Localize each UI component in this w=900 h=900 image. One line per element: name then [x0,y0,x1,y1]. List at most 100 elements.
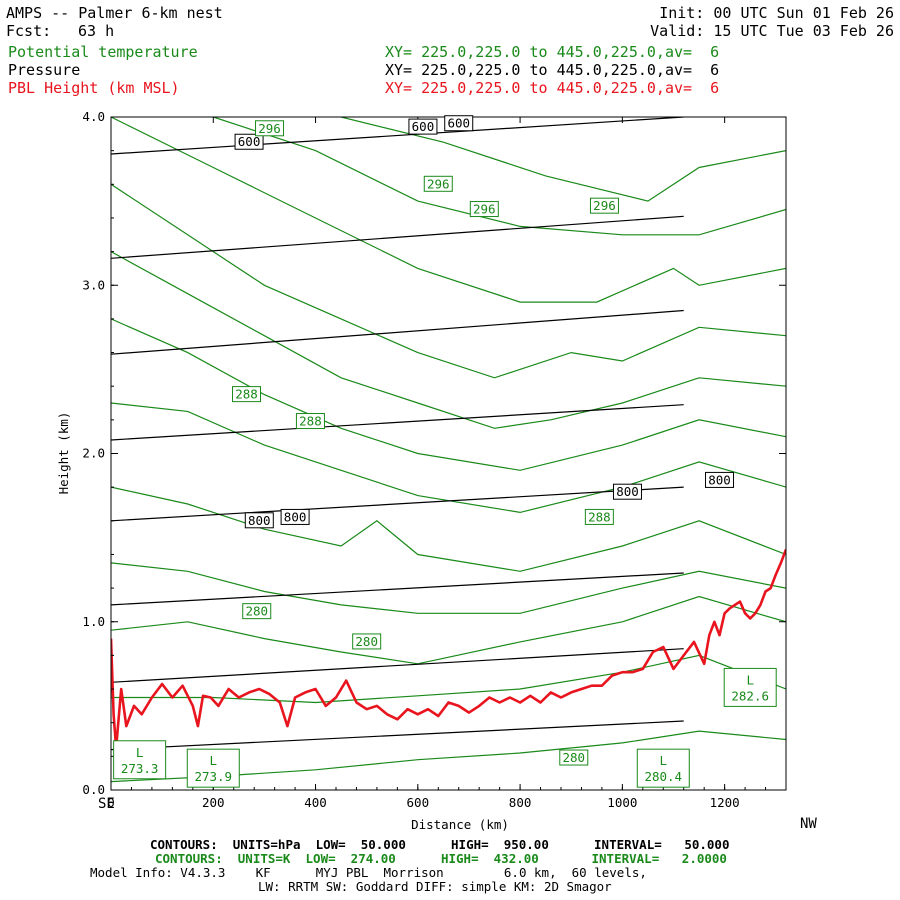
isobar-6 [111,215,684,259]
y-axis-label: Height (km) [56,412,71,495]
footer-theta-contours: CONTOURS: UNITS=K LOW= 274.00 HIGH= 432.… [155,851,727,866]
pbl-height-series [111,548,786,750]
pressure-contours [111,117,684,751]
init-time: Init: 00 UTC Sun 01 Feb 26 [659,4,894,22]
forecast-hour: 63 h [78,22,115,40]
legend-pbl-name: PBL Height (km MSL) [8,79,180,97]
isobar-3 [111,486,684,522]
legend-pressure-name: Pressure [8,61,81,79]
x-tick-label: 800 [509,795,532,810]
theta-label-text: 288 [235,387,258,402]
pressure-label: 600 [408,118,438,135]
theta-contours [111,117,786,783]
pressure-label-text: 800 [616,484,639,499]
theta-label: 296 [255,120,285,137]
theta-contour-11 [340,117,786,202]
theta-contour-4 [111,486,786,572]
low-letter: L [210,753,218,768]
x-tick-label: 1200 [710,795,740,810]
low-value: 273.9 [194,769,232,784]
pbl-height-line [111,548,786,750]
theta-label-text: 280 [355,634,378,649]
theta-contour-7 [111,251,786,429]
low-letter: L [136,745,144,760]
isobar-4 [111,404,684,441]
theta-contour-10 [213,117,786,236]
theta-label: 288 [295,413,325,430]
theta-label: 296 [423,175,453,192]
x-tick-label: 0 [107,795,115,810]
theta-contour-1 [111,654,786,704]
pressure-label: 800 [244,512,274,529]
pressure-label-text: 800 [708,472,731,487]
x-tick-label: 400 [304,795,327,810]
x-axis-label: Distance (km) [411,817,509,832]
contour-labels: 600 600 600 800 800 800 800 296 296 296 296 288 288 2… [113,115,777,788]
pressure-label: 800 [280,508,310,525]
theta-label-text: 288 [299,414,322,429]
low-letter: L [746,672,754,687]
low-letter: L [660,753,668,768]
theta-label: 288 [232,386,262,403]
pressure-label-text: 600 [447,116,470,131]
plot-frame [110,116,787,791]
low-value: 280.4 [644,769,682,784]
theta-label-text: 296 [258,121,281,136]
x-tick-label: 600 [407,795,430,810]
theta-label-text: 280 [245,604,268,619]
theta-label-text: 280 [562,750,585,765]
footer-pressure-contours: CONTOURS: UNITS=hPa LOW= 50.000 HIGH= 95… [150,837,730,852]
theta-contour-3 [111,562,786,614]
theta-label-text: 296 [473,202,496,217]
axes: 0 200 400 600 800 1000 1200 0.0 1.0 2.0 3.0 4.0 [82,109,787,810]
theta-contour-8 [111,183,786,379]
theta-label: 288 [584,508,614,525]
legend-pbl-xy: XY= 225.0,225.0 to 445.0,225.0,av= 6 [385,79,720,97]
theta-contour-9 [111,117,786,303]
pressure-label: 600 [234,133,264,150]
theta-contour-6 [111,318,786,471]
legend-pressure-xy: XY= 225.0,225.0 to 445.0,225.0,av= 6 [385,61,720,79]
theta-label-text: 296 [427,176,450,191]
footer-physics: LW: RRTM SW: Goddard DIFF: simple KM: 2D… [258,879,612,894]
theta-label: 296 [589,197,619,214]
isobar-0 [111,720,684,751]
isobar-5 [111,309,684,355]
footer-model-info: Model Info: V4.3.3 KF MYJ PBL Morrison 6… [90,865,647,880]
isobar-1 [111,648,684,683]
theta-label: 296 [469,201,499,218]
isobar-2 [111,572,684,606]
isobar-7 [111,117,684,155]
legend-theta-name: Potential temperature [8,43,198,61]
pressure-label-text: 600 [412,119,435,134]
theta-label: 280 [352,633,382,650]
y-tick-label: 3.0 [82,277,105,292]
pressure-label-text: 600 [238,134,261,149]
low-value: 282.6 [731,688,769,703]
x-tick-label: 1000 [607,795,637,810]
legend-theta-xy: XY= 225.0,225.0 to 445.0,225.0,av= 6 [385,43,720,61]
pressure-label: 600 [444,115,474,132]
theta-label-text: 296 [593,198,616,213]
y-tick-label: 1.0 [82,614,105,629]
valid-time: Valid: 15 UTC Tue 03 Feb 26 [650,22,894,40]
low-value: 273.3 [121,761,159,776]
chart-title: AMPS -- Palmer 6-km nest [6,4,223,22]
x-tick-label: 200 [202,795,225,810]
x-left-direction: SE [98,796,115,812]
forecast-label: Fcst: [6,22,52,40]
pressure-label-text: 800 [248,513,271,528]
y-tick-label: 2.0 [82,446,105,461]
theta-label: 280 [242,603,272,620]
theta-label: 280 [559,749,589,766]
pressure-label: 800 [705,471,735,488]
y-tick-label: 0.0 [82,782,105,797]
y-tick-label: 4.0 [82,109,105,124]
theta-contour-5 [111,402,786,514]
x-right-direction: NW [800,816,817,832]
